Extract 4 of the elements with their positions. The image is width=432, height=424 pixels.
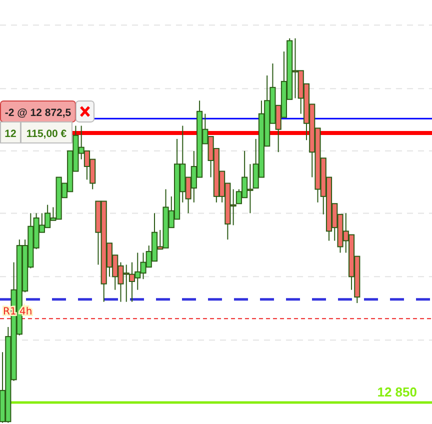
ref-line-label: 12 850 bbox=[377, 384, 417, 400]
annotation: 12 bbox=[4, 128, 16, 140]
legend-label: -2 @ 12 872,5 bbox=[4, 106, 72, 119]
annotation: 115,00 € bbox=[26, 128, 67, 140]
